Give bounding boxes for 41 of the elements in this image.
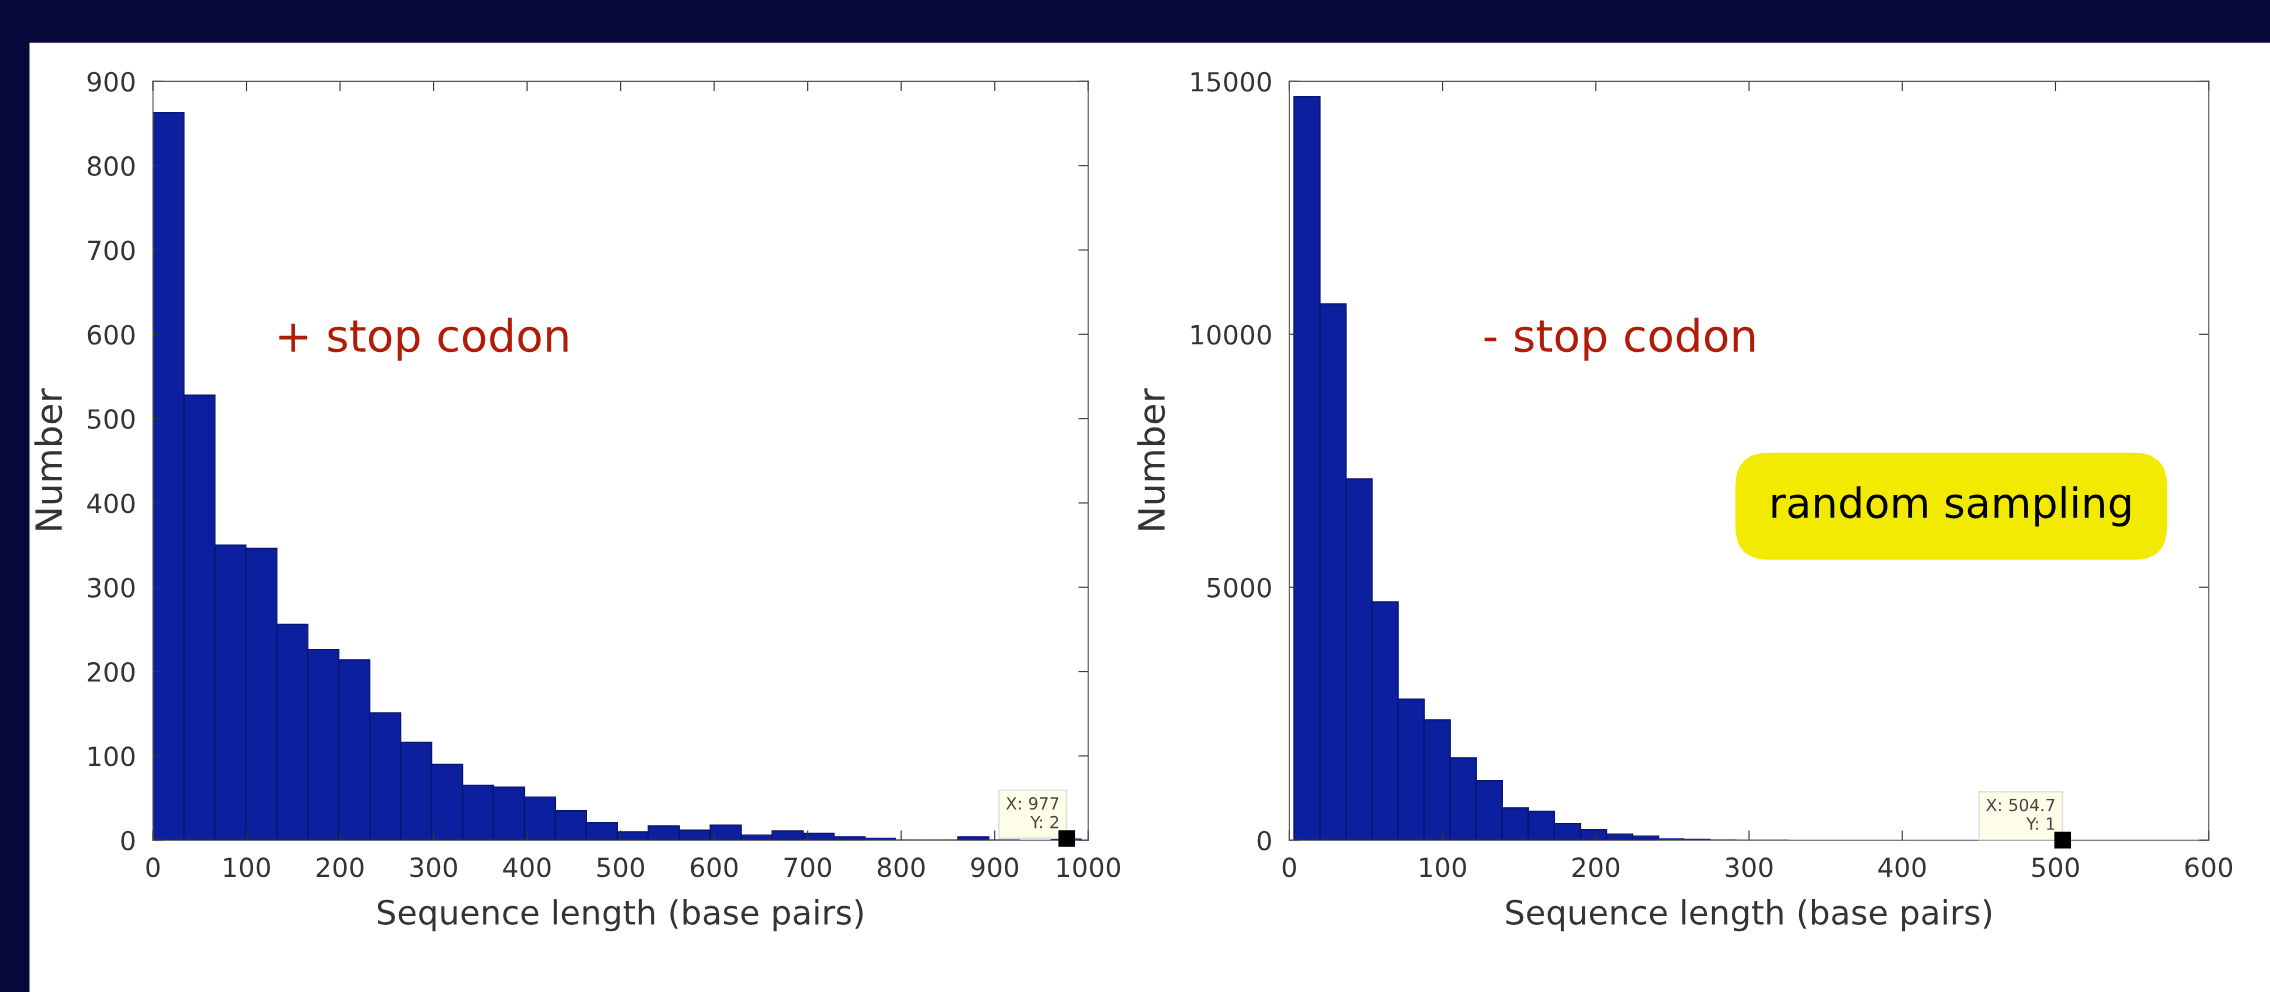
x-tick-label: 400 <box>1878 857 1926 878</box>
y-tick-label: 300 <box>87 577 135 598</box>
y-tick-label: 400 <box>87 493 135 514</box>
annotation: random sampling <box>1772 486 2131 527</box>
x-axis-title: Sequence length (base pairs) <box>1506 899 1992 932</box>
x-tick-label: 500 <box>2032 857 2079 878</box>
x-tick-label: 0 <box>1282 857 1296 878</box>
y-tick-label: 200 <box>87 662 135 682</box>
annotation: + stop codon <box>279 317 568 361</box>
y-tick-label: 0 <box>121 830 135 851</box>
x-tick-label: 600 <box>2185 857 2233 878</box>
y-tick-label: 600 <box>87 324 135 345</box>
y-tick-label: 5000 <box>1207 577 1271 598</box>
annotation: X: 504.7 Y: 1 <box>1986 798 2055 830</box>
x-tick-label: 1000 <box>1057 857 1121 878</box>
y-tick-label: 700 <box>88 240 135 261</box>
x-tick-label: 100 <box>224 857 270 878</box>
x-tick-label: 700 <box>784 857 832 878</box>
y-tick-label: 15000 <box>1191 71 1271 92</box>
x-tick-label: 400 <box>503 857 551 878</box>
y-tick-label: 0 <box>1257 830 1271 851</box>
x-tick-label: 0 <box>146 857 160 878</box>
y-tick-label: 800 <box>87 156 135 177</box>
x-axis-title: Sequence length (base pairs) <box>377 899 863 932</box>
x-tick-label: 800 <box>877 857 925 878</box>
x-tick-label: 300 <box>410 857 457 878</box>
x-tick-label: 200 <box>316 857 364 878</box>
y-tick-label: 100 <box>88 746 135 767</box>
x-tick-label: 100 <box>1420 857 1467 878</box>
x-tick-label: 200 <box>1572 857 1620 878</box>
y-axis-title: Number <box>34 388 63 530</box>
y-tick-label: 500 <box>88 409 135 430</box>
y-axis-title: Number <box>1137 388 1166 530</box>
x-tick-label: 300 <box>1725 857 1773 878</box>
y-tick-label: 10000 <box>1191 324 1271 345</box>
annotation: X: 977 Y: 2 <box>1006 797 1059 829</box>
y-tick-label: 900 <box>87 71 135 92</box>
x-tick-label: 600 <box>690 857 738 878</box>
annotation: - stop codon <box>1484 317 1755 361</box>
x-tick-label: 500 <box>597 857 645 878</box>
x-tick-label: 900 <box>971 857 1019 878</box>
